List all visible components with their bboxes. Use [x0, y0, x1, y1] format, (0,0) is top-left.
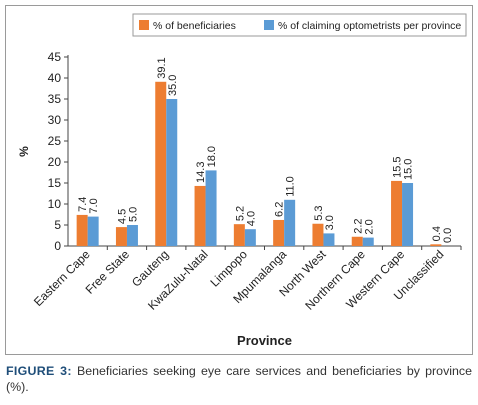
- data-label: 18.0: [206, 146, 218, 167]
- figure-caption: FIGURE 3: Beneficiaries seeking eye care…: [6, 363, 472, 395]
- data-label: 0.0: [442, 228, 454, 243]
- data-label: 5.0: [127, 207, 139, 222]
- data-label: 4.5: [116, 209, 128, 224]
- legend-box: [132, 13, 467, 37]
- data-label: 5.3: [313, 205, 325, 220]
- data-label: 39.1: [156, 57, 168, 78]
- y-tick-label: 10: [48, 197, 62, 211]
- figure-label: FIGURE 3:: [6, 364, 72, 378]
- bar-beneficiaries: [273, 219, 285, 246]
- y-tick-label: 5: [54, 218, 61, 232]
- y-tick-label: 15: [48, 176, 62, 190]
- bar-beneficiaries: [194, 185, 206, 246]
- bar-beneficiaries: [391, 180, 403, 246]
- data-label: 2.2: [352, 218, 364, 233]
- data-label: 14.3: [195, 162, 207, 183]
- bar-beneficiaries: [115, 227, 127, 246]
- bar-beneficiaries: [76, 214, 88, 246]
- data-label: 7.4: [77, 197, 89, 212]
- y-tick-label: 40: [48, 71, 62, 85]
- data-label: 4.0: [245, 211, 257, 226]
- bar-optometrists: [402, 183, 414, 246]
- data-label: 5.2: [234, 206, 246, 221]
- data-label: 3.0: [324, 215, 336, 230]
- bar-optometrists: [126, 225, 138, 246]
- y-axis-title: %: [17, 146, 31, 157]
- chart-frame: 0 5 10 15 20 25 30 35 40 45% 7.4 7.0 Eastern Cape 4.5…: [5, 5, 473, 355]
- bar-optometrists: [244, 229, 256, 246]
- x-axis-title: Province: [237, 333, 292, 348]
- bar-chart: 0 5 10 15 20 25 30 35 40 45% 7.4 7.0 Eastern Cape 4.5…: [17, 13, 467, 348]
- bar-beneficiaries: [430, 244, 442, 246]
- bar-optometrists: [284, 199, 296, 246]
- legend-label: % of claiming optometrists per province: [278, 20, 461, 32]
- legend-label: % of beneficiaries: [153, 20, 236, 32]
- y-tick-label: 35: [48, 92, 62, 106]
- data-label: 6.2: [274, 202, 286, 217]
- y-tick-label: 20: [48, 155, 62, 169]
- bar-beneficiaries: [312, 223, 324, 246]
- data-label: 11.0: [285, 176, 297, 197]
- y-tick-label: 30: [48, 113, 62, 127]
- data-label: 15.0: [403, 159, 415, 180]
- figure-caption-text: Beneficiaries seeking eye care services …: [6, 364, 472, 394]
- x-tick-label: Eastern Cape: [31, 247, 93, 309]
- bar-beneficiaries: [155, 81, 167, 246]
- data-label: 0.4: [431, 226, 443, 241]
- y-tick-label: 25: [48, 134, 62, 148]
- data-label: 15.5: [392, 156, 404, 177]
- y-tick-label: 45: [48, 50, 62, 64]
- legend-swatch: [139, 20, 149, 30]
- bar-optometrists: [166, 99, 178, 246]
- bar-optometrists: [362, 237, 374, 246]
- data-label: 35.0: [167, 75, 179, 96]
- bar-beneficiaries: [233, 224, 245, 246]
- data-label: 7.0: [88, 198, 100, 213]
- bar-beneficiaries: [351, 236, 363, 246]
- bar-optometrists: [205, 170, 217, 246]
- legend-swatch: [264, 20, 274, 30]
- y-tick-label: 0: [54, 239, 61, 253]
- bar-optometrists: [323, 233, 335, 246]
- data-label: 2.0: [363, 219, 375, 234]
- bar-optometrists: [87, 216, 99, 246]
